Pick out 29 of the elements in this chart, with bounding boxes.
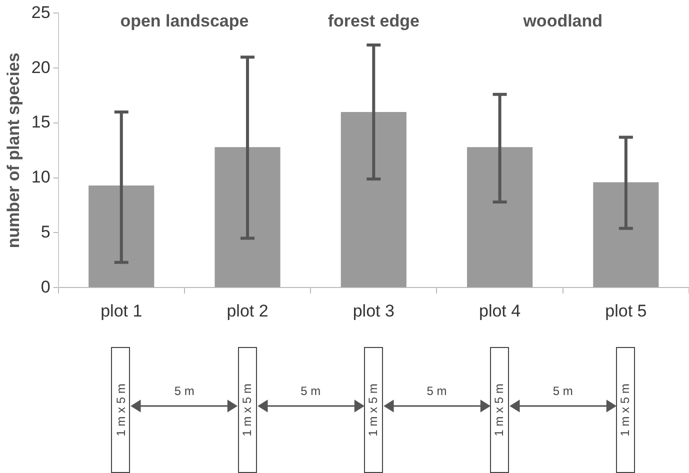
- y-tick-label: 20: [31, 58, 50, 77]
- strip-outline: 1 m x 5 m: [111, 347, 130, 473]
- annotation: woodland: [522, 12, 603, 31]
- y-tick-label: 15: [31, 112, 50, 132]
- text: 5 m: [300, 384, 322, 398]
- x-tick-label: plot 1: [100, 301, 142, 320]
- annotation: open landscape: [120, 12, 249, 31]
- bar: [214, 147, 280, 288]
- text: 5 m: [552, 384, 574, 398]
- y-tick-label: 0: [40, 277, 50, 296]
- x-tick-label: plot 5: [605, 301, 647, 320]
- x-tick-label: plot 4: [478, 301, 521, 320]
- y-tick-label: 5: [40, 222, 50, 242]
- x-tick-label: plot 3: [352, 301, 394, 320]
- annotation: forest edge: [328, 12, 420, 31]
- y-tick-label: 25: [31, 2, 50, 22]
- bar: [466, 147, 533, 288]
- y-axis-title: number of plant species: [4, 52, 23, 248]
- text: 5 m: [426, 384, 448, 398]
- strip-outline: 1 m x 5 m: [616, 347, 635, 473]
- y-tick-label: 10: [31, 168, 50, 187]
- text: 5 m: [173, 384, 196, 398]
- strip-outline: 1 m x 5 m: [238, 347, 257, 473]
- bar: [593, 182, 659, 288]
- strip-outline: 1 m x 5 m: [490, 347, 509, 473]
- bar: [88, 186, 154, 288]
- strip-outline: 1 m x 5 m: [364, 347, 383, 473]
- bar: [340, 112, 406, 288]
- x-tick-label: plot 2: [226, 301, 268, 320]
